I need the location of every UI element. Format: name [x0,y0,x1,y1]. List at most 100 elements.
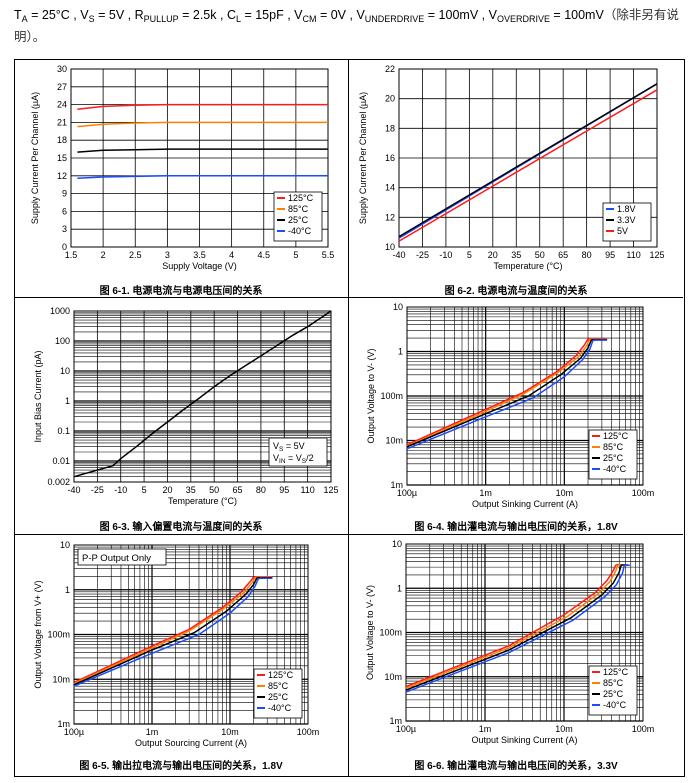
legend-label: -40°C [268,703,292,713]
y-tick-label: 1 [397,583,402,593]
annotation-vs: VS = 5V [273,441,305,453]
legend-label: 25°C [268,692,289,702]
legend-label: 85°C [603,442,624,452]
note-a: （除非另有说 [603,8,679,22]
ta-sub: A [21,14,28,24]
vo-sub: OVERDRIVE [496,14,550,24]
legend-label: 25°C [603,453,624,463]
x-tick-label: 3.5 [193,250,206,260]
legend-label: 3.3V [617,215,636,225]
x-tick-label: 125 [323,485,338,495]
vs-value: = 5V , [94,8,135,22]
legend-box [273,191,323,242]
series-line-125C [77,103,328,111]
y-tick-label: 10 [385,242,395,252]
x-tick-label: 100m [297,727,320,737]
legend-label: 5V [617,226,628,236]
series-line-bias [73,310,332,478]
legend-label: 85°C [288,204,309,214]
y-axis-label: Supply Current Per Channel (µA) [358,92,368,224]
y-tick-label: 100 [55,336,70,346]
series-line-33V [398,83,658,238]
x-tick-label: -40 [67,485,80,495]
series-line-40C [405,564,630,693]
y-tick-label: 100m [379,628,402,638]
series-line-40C [406,339,608,450]
series-line-5V [398,89,658,242]
legend-label: 25°C [603,689,624,699]
y-tick-label: 16 [385,153,395,163]
x-tick-label: -10 [439,250,452,260]
y-axis-label: Output Voltage from V+ (V) [33,580,43,688]
x-axis-label: Output Sinking Current (A) [472,499,578,509]
y-tick-label: 1m [389,716,402,726]
x-tick-label: 100µ [396,724,416,734]
y-tick-label: 0.1 [57,426,70,436]
x-tick-label: 80 [582,250,592,260]
y-tick-label: 12 [385,212,395,222]
cl-label: C [226,8,236,22]
y-tick-label: 21 [57,117,67,127]
x-tick-label: -10 [114,485,127,495]
y-tick-label: 14 [385,183,395,193]
x-tick-label: 4.5 [257,250,270,260]
legend-label: -40°C [603,700,627,710]
y-tick-label: 10m [52,674,70,684]
caption-fig4: 图 6-4. 输出灌电流与输出电压间的关系，1.8V [414,522,618,533]
ta-value: = 25°C , [27,8,81,22]
y-tick-label: 3 [62,224,67,234]
y-tick-label: 10 [392,539,402,549]
x-tick-label: 100m [632,488,655,498]
x-tick-label: 20 [162,485,172,495]
grid-divider-horizontal-1 [14,297,683,298]
x-tick-label: -25 [91,485,104,495]
x-tick-label: 20 [488,250,498,260]
plot-border [73,544,309,725]
plot-border [405,543,644,722]
x-tick-label: 2.5 [129,250,142,260]
x-tick-label: 100m [632,724,655,734]
x-tick-label: 1.5 [65,250,78,260]
y-tick-label: 1 [398,347,403,357]
x-tick-label: 5 [467,250,472,260]
x-tick-label: 65 [233,485,243,495]
series-line-40C [77,175,328,179]
legend-label: 125°C [268,670,294,680]
x-tick-label: 5.5 [322,250,335,260]
vcm-label: V [294,8,303,22]
y-tick-label: 1m [390,480,403,490]
x-tick-label: 1m [479,488,492,498]
x-tick-label: -40 [392,250,405,260]
legend-label: 25°C [288,215,309,225]
x-tick-label: 80 [256,485,266,495]
y-axis-label: Supply Current Per Channel (µA) [30,92,40,224]
vo-value: = 100mV [549,8,604,22]
plot-border [398,68,658,248]
caption-fig5: 图 6-5. 输出拉电流与输出电压间的关系，1.8V [79,761,283,772]
series-line-25C [405,564,629,691]
note-b: 明）。 [14,30,46,44]
conditions-header: TA = 25°C , VS = 5V , RPULLUP = 2.5k , C… [14,6,684,46]
y-tick-label: 10m [385,436,403,446]
series-line-85C [77,121,328,128]
vcm-value: = 0V , [316,8,357,22]
x-tick-label: 125 [649,250,664,260]
legend-label: -40°C [603,464,627,474]
y-tick-label: 0 [62,242,67,252]
y-tick-label: 100m [380,391,403,401]
caption-fig2: 图 6-2. 电源电流与温度间的关系 [444,286,588,297]
y-tick-label: 18 [385,123,395,133]
y-tick-label: 1m [57,719,70,729]
x-axis-label: Supply Voltage (V) [162,261,237,271]
x-axis-label: Output Sinking Current (A) [471,735,577,745]
x-tick-label: 10m [555,724,573,734]
y-axis-label: Output Voltage to V- (V) [366,348,376,443]
x-tick-label: 1m [146,727,159,737]
x-tick-label: 65 [558,250,568,260]
y-tick-label: 1000 [50,306,70,316]
x-tick-label: 50 [209,485,219,495]
x-tick-label: 95 [605,250,615,260]
